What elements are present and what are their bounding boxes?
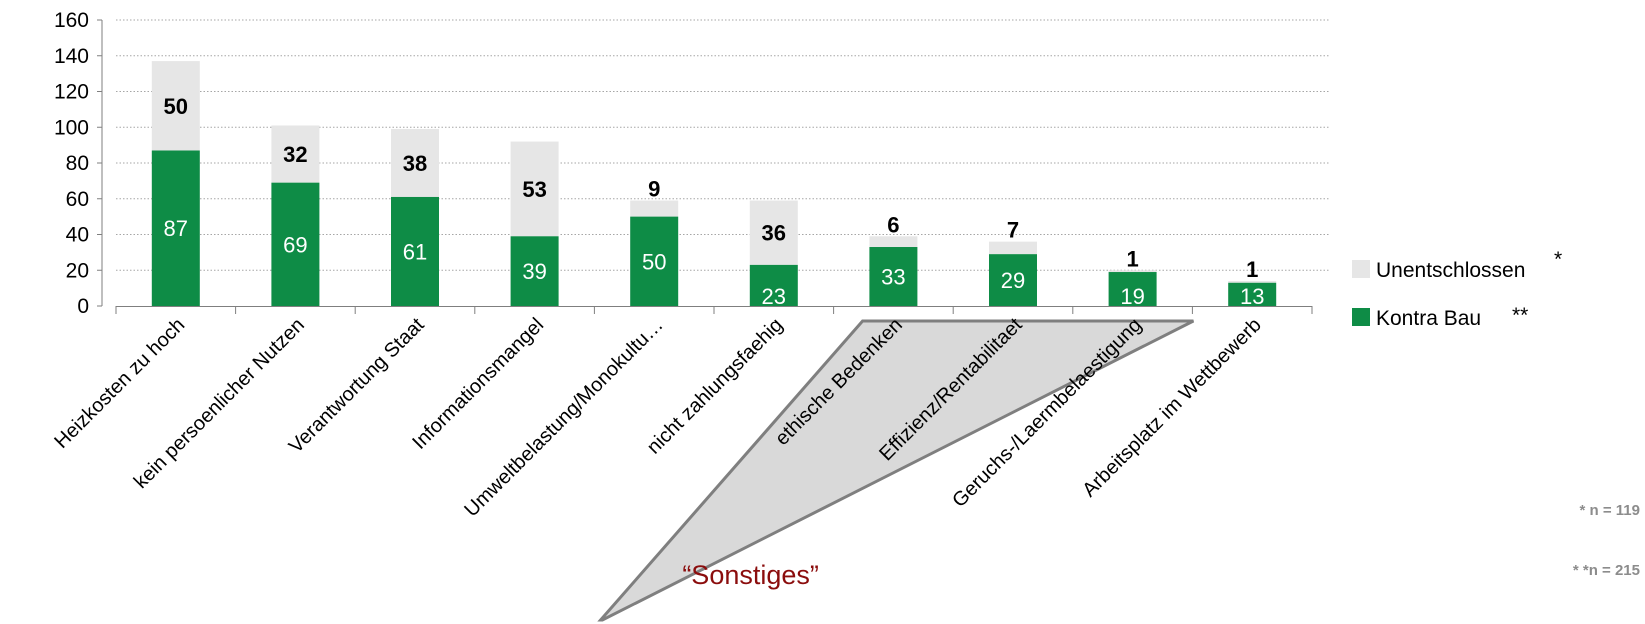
bar-unentschlossen-umweltbelastung-monokultu [630, 201, 678, 217]
value-label-kontra-bau-heizkosten-zu-hoch: 87 [164, 216, 188, 241]
category-label-heizkosten-zu-hoch: Heizkosten zu hoch [50, 314, 189, 453]
category-label-umweltbelastung-monokultu: Umweltbelastung/Monokultu… [460, 314, 667, 521]
y-tick-label-40: 40 [66, 224, 89, 247]
value-label-kontra-bau-nicht-zahlungsfaehig: 23 [762, 284, 786, 309]
value-label-unentschlossen-informationsmangel: 53 [522, 177, 546, 202]
legend-label-unentschlossen: Unentschlossen [1376, 259, 1525, 282]
value-label-kontra-bau-effizienz-rentabilitaet: 29 [1001, 268, 1025, 293]
value-label-unentschlossen-geruchs-laermbelaestigung: 1 [1126, 246, 1138, 271]
value-label-kontra-bau-arbeitsplatz-im-wettbewerb: 13 [1240, 284, 1264, 309]
legend-swatch-unentschlossen [1352, 260, 1370, 278]
bar-unentschlossen-ethische-bedenken [869, 236, 917, 247]
y-tick-label-120: 120 [54, 81, 89, 104]
sonstiges-group-label: “Sonstiges” [682, 560, 819, 590]
y-tick-label-80: 80 [66, 152, 89, 175]
value-label-unentschlossen-nicht-zahlungsfaehig: 36 [762, 221, 786, 246]
value-label-kontra-bau-informationsmangel: 39 [522, 259, 546, 284]
value-label-unentschlossen-kein-persoenlicher-nutzen: 32 [283, 142, 307, 167]
value-label-unentschlossen-verantwortung-staat: 38 [403, 151, 427, 176]
y-tick-label-60: 60 [66, 188, 89, 211]
value-label-unentschlossen-arbeitsplatz-im-wettbewerb: 1 [1246, 257, 1258, 282]
sample-size-note-contra: * *n = 215 [1573, 562, 1640, 579]
value-label-unentschlossen-heizkosten-zu-hoch: 50 [164, 94, 188, 119]
value-label-unentschlossen-ethische-bedenken: 6 [887, 212, 899, 237]
y-axis-tick-labels: 0 20 40 60 80 100 120 140 160 [54, 9, 102, 318]
y-tick-label-100: 100 [54, 116, 89, 139]
category-label-verantwortung-staat: Verantwortung Staat [285, 314, 429, 458]
value-label-kontra-bau-kein-persoenlicher-nutzen: 69 [283, 232, 307, 257]
legend: Unentschlossen * Kontra Bau ** [1352, 248, 1562, 330]
value-label-unentschlossen-umweltbelastung-monokultu: 9 [648, 177, 660, 202]
y-tick-label-0: 0 [77, 295, 89, 318]
y-tick-label-140: 140 [54, 45, 89, 68]
y-tick-label-160: 160 [54, 9, 89, 32]
value-label-kontra-bau-verantwortung-staat: 61 [403, 239, 427, 264]
value-label-kontra-bau-umweltbelastung-monokultu: 50 [642, 249, 666, 274]
legend-marker-unentschlossen: * [1554, 248, 1562, 271]
value-label-kontra-bau-geruchs-laermbelaestigung: 19 [1120, 284, 1144, 309]
y-tick-label-20: 20 [66, 259, 89, 282]
legend-label-kontra-bau: Kontra Bau [1376, 307, 1481, 330]
value-label-unentschlossen-effizienz-rentabilitaet: 7 [1007, 218, 1019, 243]
value-label-kontra-bau-ethische-bedenken: 33 [881, 265, 905, 290]
legend-marker-kontra-bau: ** [1512, 304, 1528, 327]
sample-size-note-undecided: * n = 119 [1580, 502, 1640, 519]
legend-swatch-kontra-bau [1352, 308, 1370, 326]
category-label-informationsmangel: Informationsmangel [408, 314, 548, 454]
bar-unentschlossen-effizienz-rentabilitaet [989, 242, 1037, 255]
